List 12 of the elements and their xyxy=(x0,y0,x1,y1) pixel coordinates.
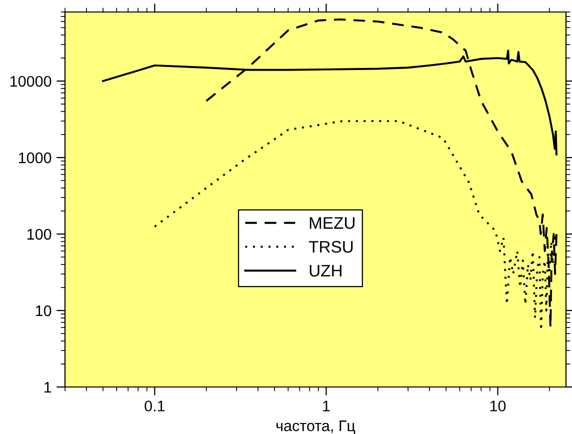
legend-label: UZH xyxy=(310,264,342,277)
y-tick-label: 1 xyxy=(44,382,52,393)
x-axis-title: частота, Гц xyxy=(276,420,356,434)
legend-label: TRSU xyxy=(308,240,353,253)
y-tick-label: 10000 xyxy=(10,76,52,87)
x-tick-label: 10 xyxy=(490,400,506,412)
x-tick-label: 0.1 xyxy=(144,400,165,412)
x-tick-label: 1 xyxy=(323,400,330,412)
legend-label: MEZU xyxy=(310,217,354,229)
y-tick-label: 100 xyxy=(27,228,52,240)
y-tick-label: 10 xyxy=(36,305,52,316)
y-tick-label: 1000 xyxy=(18,152,52,164)
